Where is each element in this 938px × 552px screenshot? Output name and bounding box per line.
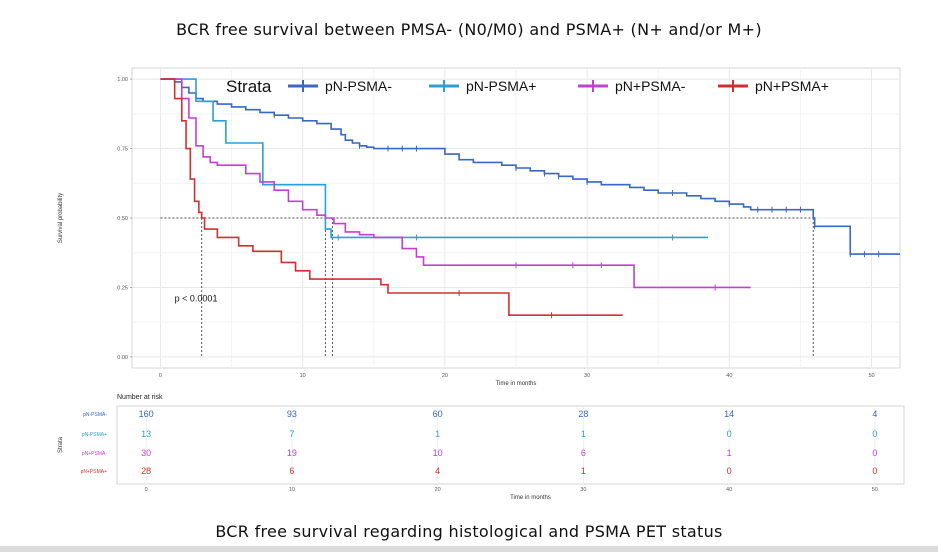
chart-title: BCR free survival between PMSA- (N0/M0) … [176,20,762,39]
risk-y-axis-label: Strata [58,436,64,453]
risk-cell: 13 [141,429,151,439]
risk-x-tick-label: 10 [289,487,295,493]
legend-label-pN+PSMA+: pN+PSMA+ [755,78,829,94]
risk-cell: 28 [578,409,588,419]
x-tick-label: 0 [159,373,162,379]
x-tick-label: 20 [442,373,448,379]
risk-x-tick-label: 30 [580,487,586,493]
risk-cell: 160 [139,409,154,419]
risk-cell: 19 [287,448,297,458]
risk-table-panel [116,405,905,485]
risk-x-axis-label: Time in months [510,495,551,501]
risk-cell: 1 [581,466,586,476]
risk-cell: 1 [435,429,440,439]
risk-row-label: pN+PSMA+ [81,469,107,475]
y-tick-label: 0.75 [117,147,128,153]
risk-row-label: pN-PSMA- [83,412,107,418]
survival-curve-pN-PSMA- [160,78,900,255]
risk-row-label: pN+PSMA- [82,451,107,457]
risk-cell: 0 [872,448,877,458]
p-value-annotation: p < 0.0001 [175,293,218,303]
risk-cell: 1 [581,429,586,439]
y-axis-label: Survival probability [58,193,64,243]
risk-cell: 0 [872,429,877,439]
x-tick-label: 30 [584,373,590,379]
survival-curve-pN+PSMA- [160,78,751,289]
chart-caption: BCR free survival regarding histological… [215,522,723,541]
risk-row-label: pN-PSMA+ [82,432,107,438]
footer-divider [0,546,938,552]
risk-cell: 93 [287,409,297,419]
legend-label-pN-PSMA+: pN-PSMA+ [466,78,536,94]
survival-curve-pN+PSMA+ [160,78,623,317]
risk-x-tick-label: 50 [872,487,878,493]
risk-cell: 28 [141,466,151,476]
risk-cell: 7 [289,429,294,439]
risk-cell: 6 [289,466,294,476]
y-tick-label: 0.00 [117,355,128,361]
risk-cell: 0 [727,466,732,476]
y-tick-label: 1.00 [117,77,128,83]
risk-x-tick-label: 20 [435,487,441,493]
risk-cell: 4 [435,466,440,476]
risk-x-tick-label: 0 [145,487,148,493]
survival-curve-pN-PSMA+ [160,78,708,239]
risk-table-title: Number at risk [117,394,163,401]
x-tick-label: 40 [726,373,732,379]
risk-cell: 10 [433,448,443,458]
x-tick-label: 50 [868,373,874,379]
risk-cell: 0 [872,466,877,476]
legend-title: Strata [226,77,272,96]
risk-cell: 60 [433,409,443,419]
risk-cell: 14 [724,409,734,419]
x-axis-label: Time in months [496,381,537,387]
legend-label-pN-PSMA-: pN-PSMA- [325,78,392,94]
x-tick-label: 10 [300,373,306,379]
y-tick-label: 0.50 [117,216,128,222]
risk-cell: 1 [727,448,732,458]
legend-label-pN+PSMA-: pN+PSMA- [615,78,686,94]
risk-x-tick-label: 40 [726,487,732,493]
y-tick-label: 0.25 [117,285,128,291]
risk-cell: 0 [727,429,732,439]
risk-cell: 6 [581,448,586,458]
risk-cell: 4 [872,409,877,419]
risk-cell: 30 [141,448,151,458]
